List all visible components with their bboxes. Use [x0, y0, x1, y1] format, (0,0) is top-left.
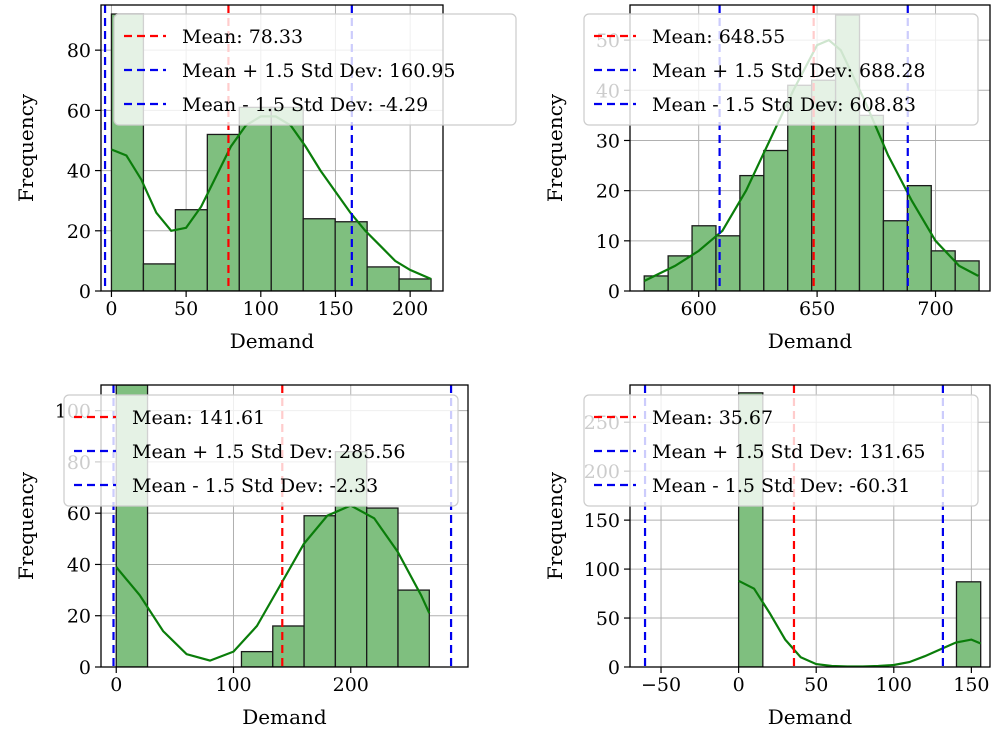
- x-tick-label: 200: [333, 674, 369, 696]
- x-tick-label: 50: [174, 298, 198, 320]
- y-tick-label: 10: [596, 231, 620, 253]
- histogram-bar: [858, 114, 885, 291]
- tick-marks: 0 50 100 150 200 0 20 40 60 80: [67, 40, 428, 320]
- x-tick-label: 700: [917, 298, 953, 320]
- y-tick-label: 100: [584, 559, 620, 581]
- y-axis-label: Frequency: [543, 93, 567, 202]
- y-tick-label: 20: [67, 606, 91, 628]
- x-tick-label: −50: [641, 674, 681, 696]
- x-tick-label: 150: [317, 298, 353, 320]
- legend-entry-lower-label: Mean - 1.5 Std Dev: -4.29: [182, 94, 428, 116]
- histogram-bar: [174, 209, 208, 291]
- y-axis-label: Frequency: [14, 93, 38, 202]
- histogram-bar: [667, 255, 693, 291]
- histogram-bar: [398, 278, 432, 291]
- legend: Mean: 78.33 Mean + 1.5 Std Dev: 160.95 Mea…: [113, 13, 517, 126]
- y-tick-label: 0: [608, 281, 620, 303]
- y-tick-label: 0: [79, 657, 91, 679]
- x-tick-label: 0: [733, 674, 745, 696]
- y-tick-label: 30: [596, 130, 620, 152]
- histogram-bar: [238, 106, 272, 291]
- legend-entry-upper-label: Mean + 1.5 Std Dev: 688.28: [652, 60, 926, 82]
- x-tick-label: 50: [804, 674, 828, 696]
- y-tick-label: 80: [67, 40, 91, 62]
- axes-frame: [629, 384, 991, 668]
- legend-entry-mean-label: Mean: 141.61: [132, 407, 265, 429]
- x-axis-label: Demand: [242, 705, 327, 729]
- y-axis-label: Frequency: [543, 471, 567, 580]
- y-tick-label: 0: [608, 657, 620, 679]
- legend-entry-upper-label: Mean + 1.5 Std Dev: 131.65: [652, 441, 926, 463]
- kde-curve: [115, 504, 431, 662]
- legend-box: [583, 394, 979, 507]
- histogram-bar: [691, 225, 717, 291]
- histogram-bar: [240, 650, 274, 667]
- legend-entry-upper-label: Mean + 1.5 Std Dev: 285.56: [132, 441, 406, 463]
- y-tick-label: 20: [596, 181, 620, 203]
- y-tick-label: 40: [67, 161, 91, 183]
- legend-entry-mean-label: Mean: 648.55: [652, 26, 785, 48]
- subplot-2: 60065070001020304050DemandFrequencyMean:…: [543, 4, 991, 353]
- legend-entry-mean-label: Mean: 35.67: [652, 407, 773, 429]
- subplot-4: −50050100150050100150200250DemandFrequen…: [543, 384, 991, 729]
- legend-entry-lower-label: Mean - 1.5 Std Dev: -2.33: [132, 475, 378, 497]
- legend-box: [113, 13, 517, 126]
- histogram-bar: [906, 184, 932, 291]
- legend-entry-lower-label: Mean - 1.5 Std Dev: 608.83: [652, 94, 916, 116]
- subplot-3: 0100200020406080100DemandFrequencyMean: …: [14, 384, 469, 729]
- legend: Mean: 35.67 Mean + 1.5 Std Dev: 131.65 Mea…: [583, 394, 979, 507]
- subplot-1: 0 50 100 150 200 0 20 40 60 80 Demand Frequency Mean…: [14, 4, 517, 353]
- x-axis-label: Demand: [768, 329, 853, 353]
- y-tick-label: 40: [67, 554, 91, 576]
- histogram-bar: [142, 263, 177, 291]
- legend: Mean: 648.55 Mean + 1.5 Std Dev: 688.28 Me…: [583, 13, 979, 126]
- axes-frame: [100, 384, 469, 668]
- y-tick-label: 50: [596, 608, 620, 630]
- x-tick-label: 100: [215, 674, 251, 696]
- legend-entry-mean-label: Mean: 78.33: [182, 26, 303, 48]
- histogram-bar: [303, 515, 337, 667]
- x-tick-label: 200: [392, 298, 428, 320]
- x-tick-label: 100: [876, 674, 912, 696]
- x-axis-label: Demand: [768, 705, 853, 729]
- histogram-bar: [366, 507, 399, 667]
- x-tick-label: 100: [243, 298, 279, 320]
- tick-marks: 60065070001020304050: [596, 30, 954, 320]
- y-tick-label: 0: [79, 281, 91, 303]
- histogram-bar: [206, 133, 240, 291]
- histogram-bar: [272, 625, 305, 667]
- y-tick-label: 60: [67, 100, 91, 122]
- y-axis-label: Frequency: [14, 471, 38, 580]
- x-tick-label: 0: [110, 674, 122, 696]
- x-tick-label: 150: [953, 674, 989, 696]
- axes-frame: [100, 4, 444, 292]
- histogram-bar: [302, 218, 336, 291]
- histogram-bar: [882, 220, 908, 291]
- histogram-bar: [955, 581, 982, 667]
- legend-entry-lower-label: Mean - 1.5 Std Dev: -60.31: [652, 475, 910, 497]
- y-tick-label: 60: [67, 503, 91, 525]
- legend-box: [583, 13, 979, 126]
- x-tick-label: 0: [105, 298, 117, 320]
- axes-frame: [629, 4, 991, 292]
- kde-curve: [738, 579, 982, 667]
- reference-lines: [103, 5, 353, 291]
- histogram-bar: [763, 149, 789, 291]
- x-tick-label: 650: [799, 298, 835, 320]
- legend: Mean: 141.61 Mean + 1.5 Std Dev: 285.56 Me…: [63, 394, 459, 507]
- y-tick-label: 150: [584, 510, 620, 532]
- legend-entry-upper-label: Mean + 1.5 Std Dev: 160.95: [182, 60, 456, 82]
- legend-box: [63, 394, 459, 507]
- histogram-bar: [366, 266, 400, 291]
- histogram-bar: [270, 106, 304, 291]
- histogram-bar: [954, 260, 980, 291]
- x-axis-label: Demand: [230, 329, 315, 353]
- y-tick-label: 20: [67, 221, 91, 243]
- x-tick-label: 600: [681, 298, 717, 320]
- reference-lines: [718, 5, 909, 291]
